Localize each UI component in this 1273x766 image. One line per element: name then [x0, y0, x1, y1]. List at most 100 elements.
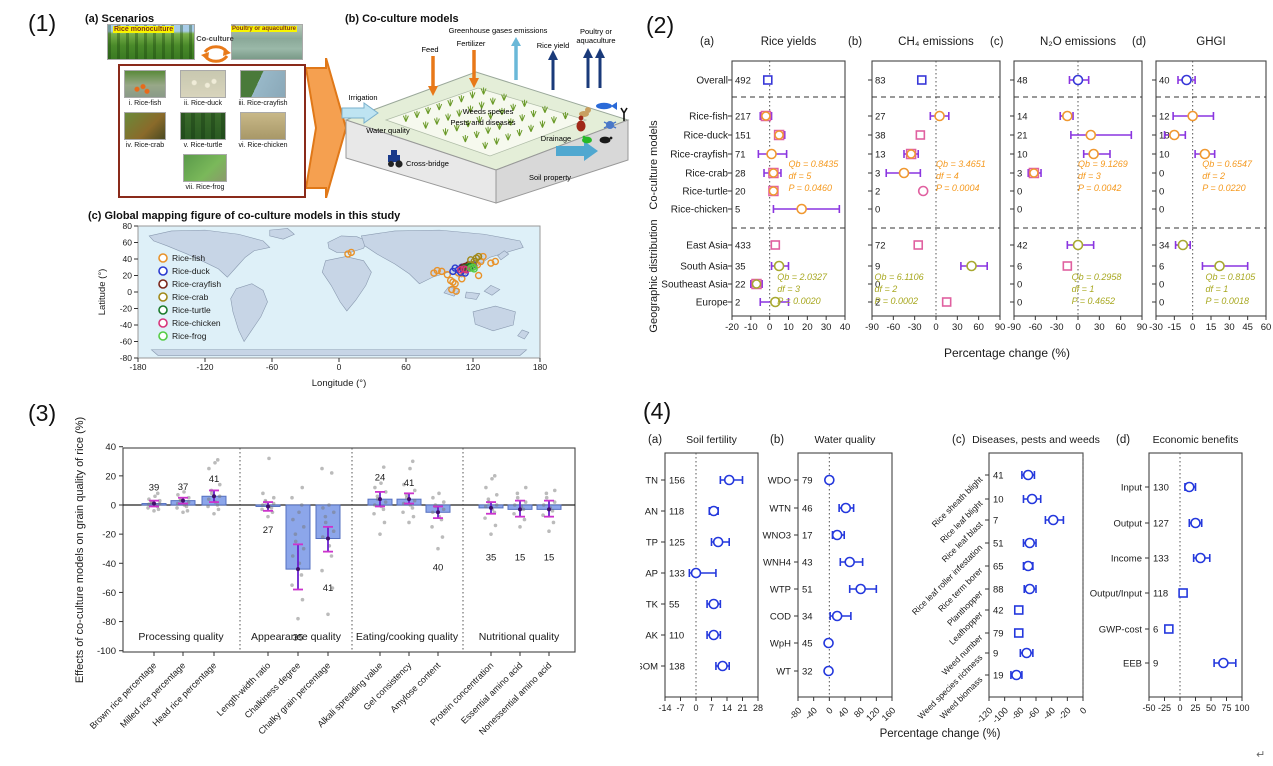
rice-plant-icon [550, 116, 557, 124]
x-tick-label: 30 [821, 322, 832, 333]
scatter-point [217, 482, 222, 487]
x-tick-label: -60 [266, 362, 279, 372]
rice-plant-icon [541, 105, 548, 114]
marker-square [1178, 588, 1188, 598]
mean-dot [181, 498, 185, 503]
x-tick-label: -50 [1142, 703, 1155, 713]
scatter-point [411, 514, 416, 519]
n-value: 7 [993, 516, 998, 527]
row-label: AK [645, 631, 658, 642]
scatter-point [518, 525, 522, 529]
row-label: COD [770, 612, 791, 623]
stats-text: df = 2 [875, 284, 898, 294]
photo-rice-chicken [240, 112, 286, 140]
n-value: 51 [993, 539, 1004, 550]
scatter-point [331, 529, 336, 534]
x-tick-label: 0 [693, 703, 698, 713]
subplot-title: Economic benefits [1153, 434, 1239, 446]
x-tick-label: 0 [1177, 703, 1182, 713]
scatter-point [182, 490, 186, 494]
stats-text: Qb = 0.8435 [789, 159, 840, 169]
x-tick-label: 0 [767, 322, 772, 333]
x-tick-label: 75 [1221, 703, 1231, 713]
photo-rice-crab [124, 112, 166, 140]
x-tick-label: -10 [744, 322, 758, 333]
n-value: 0 [1017, 187, 1022, 198]
x-tick-label: -7 [676, 703, 684, 713]
scatter-point [209, 491, 214, 496]
sample-size: 24 [375, 472, 386, 483]
row-label: AN [645, 507, 658, 518]
marker-square [941, 297, 952, 307]
n-value: 156 [669, 476, 685, 487]
rice-plant-icon [465, 120, 472, 128]
scatter-point [381, 507, 386, 512]
marker-circle [1214, 260, 1225, 272]
marker-circle [1024, 537, 1036, 549]
x-tick-label: 160 [880, 705, 898, 723]
y-tick-label: 80 [123, 221, 133, 231]
n-value: 19 [993, 671, 1004, 682]
bar-chart-panel-3: Effects of co-culture models on grain qu… [74, 417, 576, 737]
scatter-point [489, 532, 493, 536]
sample-size: 41 [323, 583, 334, 594]
marker-circle [1195, 552, 1206, 564]
photo-rice-crayfish [240, 70, 286, 98]
map-point [470, 265, 478, 273]
row-label: Input [1121, 483, 1142, 494]
marker-circle [898, 167, 910, 179]
stats-text: df = 1 [1072, 284, 1095, 294]
scatter-point [441, 500, 446, 504]
scatter-point [320, 568, 324, 573]
rice-plant-icon [498, 107, 505, 116]
group-label: Appearance quality [251, 631, 342, 643]
rice-plant-icon [516, 129, 523, 137]
scatter-point [483, 504, 488, 509]
scatter-point [213, 460, 217, 465]
scatter-point [402, 482, 406, 487]
rice-plant-icon [480, 87, 487, 95]
subplot-tag: (d) [1116, 434, 1130, 446]
row-label: EEB [1123, 659, 1142, 670]
soil-property-label: Soil property [529, 173, 571, 182]
map-point [487, 259, 495, 267]
scatter-point [544, 495, 549, 500]
scatter-point [373, 485, 377, 490]
scatter-point [441, 507, 446, 512]
x-cat-label: Head rice percentage [150, 660, 218, 728]
marker-circle [708, 629, 720, 641]
scatter-point [410, 459, 415, 464]
subplot-title: GHGI [1196, 36, 1225, 48]
marker-circle [1047, 514, 1059, 526]
scatter-point [330, 586, 335, 590]
poultry-arrowhead-1-icon [583, 48, 593, 58]
n-value: 6 [1017, 262, 1022, 273]
x-tick-label: -120 [975, 705, 995, 725]
row-label: TN [645, 476, 658, 487]
y-tick-label: 20 [123, 271, 133, 281]
rice-plant-icon [485, 126, 492, 134]
duck-icon [579, 107, 591, 117]
n-value: 492 [735, 76, 751, 87]
weeds-label: Weeds species [463, 107, 514, 116]
rice-plant-icon [467, 105, 474, 113]
stats-text: df = 4 [936, 171, 959, 181]
scatter-point [323, 514, 328, 519]
row-label: TK [646, 600, 659, 611]
rice-plants [402, 87, 569, 150]
marker-circle [823, 665, 834, 677]
scatter-point [156, 507, 161, 512]
n-value: 110 [669, 631, 684, 642]
scatter-point [291, 517, 295, 522]
n-value: 13 [875, 150, 886, 161]
scatter-point [541, 513, 545, 517]
x-tick-label: 14 [722, 703, 732, 713]
scatter-point [329, 471, 334, 475]
scatter-point [375, 494, 380, 499]
marker-circle [761, 111, 771, 121]
subplot-tag: (a) [700, 36, 714, 48]
coculture-diagram: Greenhouse gases emissions Feed Fertiliz… [341, 26, 630, 204]
stats-text: Qb = 0.2958 [1072, 272, 1122, 282]
n-value: 21 [1017, 131, 1028, 142]
